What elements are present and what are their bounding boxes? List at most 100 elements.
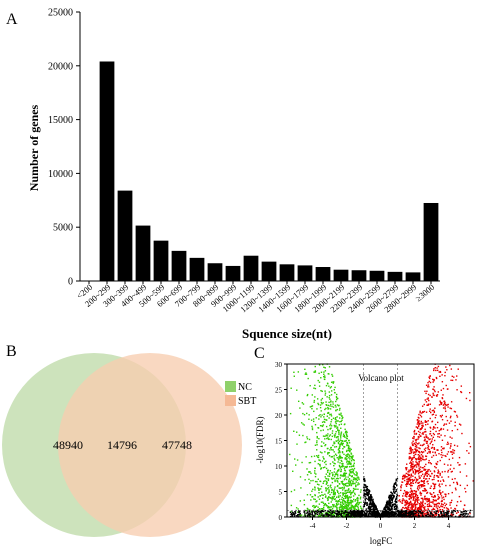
volcano-point-up [432, 436, 435, 439]
volcano-point-down [359, 496, 362, 498]
volcano-point-ns [363, 492, 365, 495]
volcano-point-up [433, 410, 435, 413]
volcano-point-up [423, 477, 425, 480]
volcano-point-down [330, 386, 333, 388]
volcano-point-down [333, 471, 335, 473]
volcano-point-up [408, 498, 410, 500]
volcano-point-up [410, 464, 413, 466]
volcano-point-down [341, 443, 344, 445]
volcano-point-ns [412, 515, 414, 517]
volcano-point-down [344, 489, 347, 492]
volcano-point-up [406, 491, 408, 493]
volcano-point-up [414, 469, 417, 471]
volcano-point-up [429, 462, 432, 464]
volcano-point-ns [396, 510, 399, 512]
volcano-point-ns [405, 509, 407, 512]
volcano-point-up [451, 491, 453, 494]
volcano-point-ns [361, 511, 364, 513]
volcano-point-down [344, 497, 347, 500]
volcano-point-down [300, 514, 303, 516]
volcano-point-down [330, 425, 333, 427]
volcano-point-ns [366, 510, 368, 513]
volcano-point-up [417, 472, 420, 475]
volcano-point-ns [374, 509, 376, 512]
volcano-point-up [413, 505, 415, 507]
volcano-point-down [316, 483, 319, 486]
volcano-point-down [327, 406, 329, 409]
volcano-point-ns [378, 515, 380, 517]
volcano-point-down [323, 442, 325, 444]
volcano-point-up [464, 491, 467, 493]
volcano-point-down [333, 442, 335, 445]
volcano-point-ns [338, 513, 340, 516]
volcano-point-up [426, 491, 429, 494]
volcano-point-up [422, 504, 425, 507]
volcano-point-ns [385, 510, 387, 512]
volcano-point-up [425, 478, 428, 480]
volcano-point-down [326, 382, 329, 384]
volcano-point-down [356, 473, 358, 475]
volcano-point-ns [331, 512, 334, 514]
volcano-point-ns [410, 514, 413, 516]
volcano-point-ns [452, 511, 454, 514]
volcano-point-down [337, 515, 339, 517]
volcano-point-up [418, 467, 420, 469]
volcano-point-up [454, 477, 456, 480]
volcano-y-tick-label: 15 [275, 438, 283, 446]
volcano-point-up [422, 501, 424, 504]
bar [243, 255, 259, 281]
volcano-point-ns [353, 515, 355, 517]
volcano-point-down [333, 489, 335, 491]
volcano-point-down [326, 505, 328, 507]
volcano-point-ns [448, 515, 450, 517]
volcano-point-ns [372, 507, 375, 510]
volcano-point-down [321, 445, 323, 448]
volcano-point-down [320, 485, 323, 488]
volcano-point-ns [437, 513, 440, 516]
volcano-point-up [420, 457, 423, 460]
volcano-point-ns [395, 483, 397, 485]
volcano-point-ns [368, 499, 370, 502]
volcano-point-up [442, 496, 445, 498]
volcano-point-down [345, 476, 347, 478]
volcano-point-down [331, 481, 334, 484]
volcano-point-ns [309, 512, 311, 514]
volcano-point-up [421, 497, 424, 500]
volcano-point-ns [360, 512, 362, 514]
volcano-point-ns [377, 510, 379, 513]
volcano-point-up [414, 473, 416, 475]
volcano-point-down [351, 471, 354, 473]
volcano-point-ns [385, 501, 388, 504]
volcano-point-up [447, 471, 449, 473]
volcano-point-up [438, 497, 441, 499]
volcano-point-ns [365, 486, 367, 488]
volcano-point-up [443, 447, 445, 450]
volcano-point-ns [395, 488, 397, 491]
volcano-point-up [408, 477, 411, 479]
volcano-point-down [317, 403, 320, 406]
volcano-point-ns [393, 508, 396, 510]
volcano-point-up [417, 489, 420, 491]
volcano-point-down [333, 424, 336, 427]
volcano-point-down [337, 442, 340, 445]
volcano-point-ns [303, 510, 306, 513]
volcano-point-ns [363, 478, 366, 480]
volcano-point-up [433, 368, 435, 370]
volcano-point-up [438, 506, 441, 509]
volcano-point-up [414, 498, 417, 500]
volcano-point-up [446, 419, 449, 422]
volcano-point-down [348, 474, 351, 476]
volcano-point-up [436, 369, 439, 372]
volcano-point-up [414, 468, 416, 471]
volcano-point-ns [350, 510, 353, 512]
volcano-point-up [404, 504, 406, 506]
bar [279, 264, 295, 281]
volcano-point-up [417, 436, 419, 438]
volcano-point-up [429, 381, 432, 384]
volcano-point-up [419, 507, 421, 510]
volcano-point-down [339, 462, 341, 464]
volcano-point-down [341, 487, 343, 489]
volcano-point-up [413, 437, 415, 440]
volcano-point-up [434, 407, 436, 409]
volcano-point-down [332, 401, 334, 403]
